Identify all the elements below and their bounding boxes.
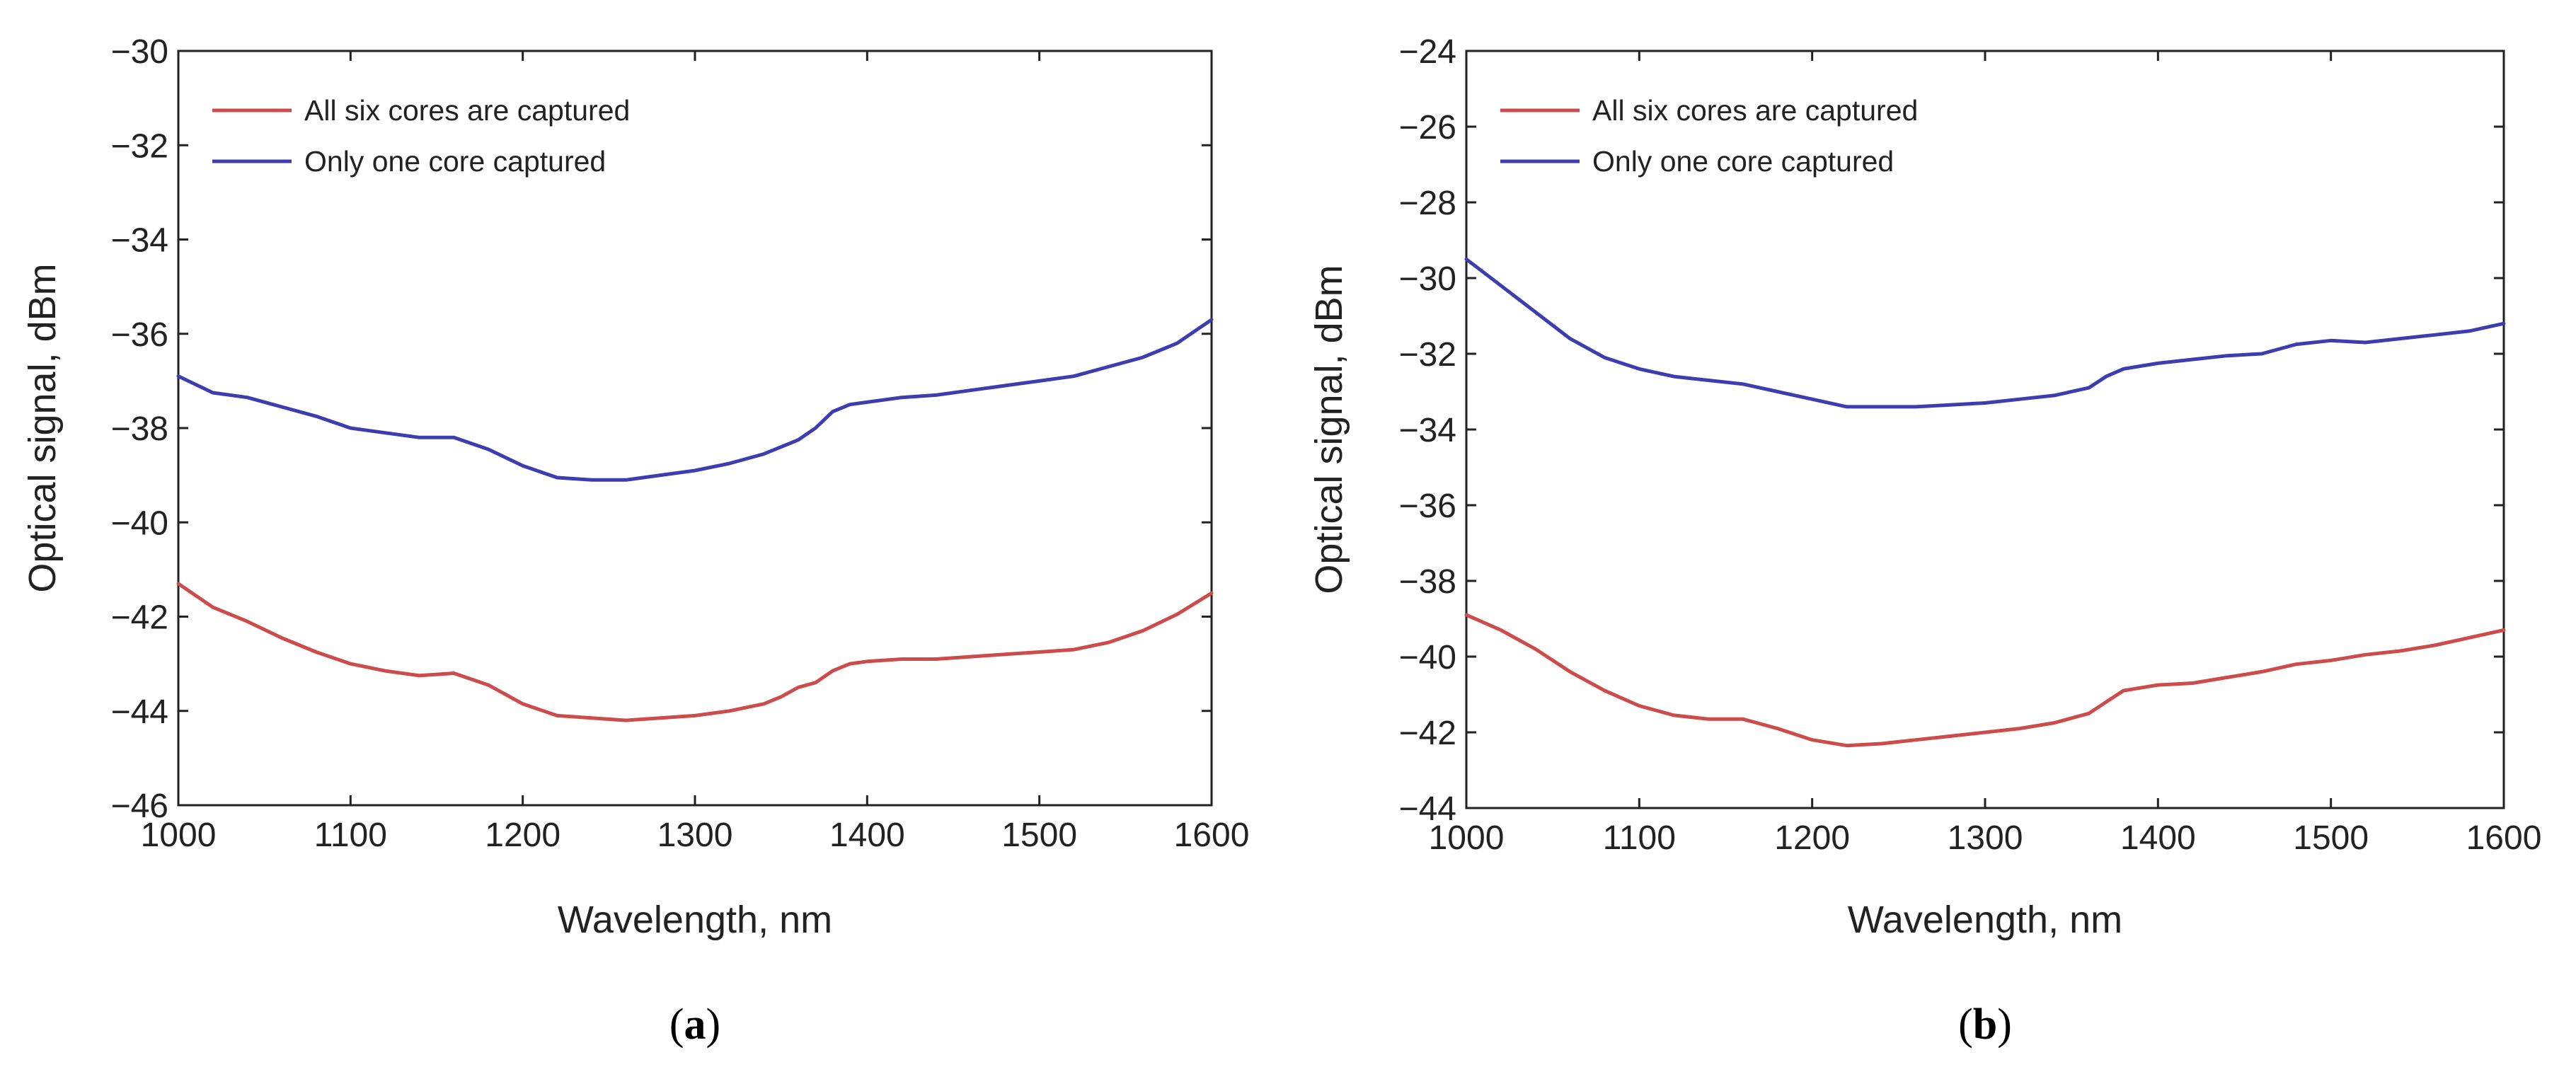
y-tick-label: −34 [111,222,168,260]
y-tick-label: −38 [111,410,168,448]
y-tick-label: −46 [111,788,168,825]
y-tick-label: −40 [111,504,168,542]
x-tick-label: 1000 [141,817,217,854]
panel-label: (a) [669,1000,720,1049]
legend-label-all-six-cores: All six cores are captured [304,94,630,127]
y-tick-label: −36 [111,316,168,354]
x-axis-label: Wavelength, nm [1848,899,2122,941]
x-tick-label: 1100 [1603,819,1676,857]
series-line-one-core [1464,257,2506,409]
panel-label: (b) [1958,1000,2012,1049]
y-tick-label: −36 [1399,488,1456,525]
x-tick-label: 1100 [314,817,387,854]
series-line-all-six-cores [1464,613,2506,748]
y-tick-label: −34 [1399,412,1456,449]
chart-b: 1000 1100 1200 1300 1400 1500 1600 −44 −42 −40 −38… [1308,33,2542,1049]
x-tick-label: 1200 [1774,819,1850,857]
x-axis-label: Wavelength, nm [558,899,832,941]
y-tick-label: −42 [111,599,168,637]
panel-letter: b [1973,1000,1997,1049]
y-tick-label: −28 [1399,185,1456,222]
y-tick-label: −30 [111,33,168,71]
x-tick-label: 1200 [485,817,560,854]
y-tick-label: −44 [111,693,168,731]
series-line-one-core [176,318,1214,482]
y-tick-label: −26 [1399,109,1456,146]
x-tick-label: 1500 [2293,819,2369,857]
panel-letter: a [684,1000,706,1049]
legend-label-one-core: Only one core captured [1592,145,1894,178]
legend-label-one-core: Only one core captured [304,145,606,178]
legend-label-all-six-cores: All six cores are captured [1592,94,1918,127]
y-axis-label: Optical signal, dBm [1308,265,1350,594]
x-tick-label: 1500 [1001,817,1077,854]
x-tick-label: 1400 [829,817,905,854]
y-tick-label: −38 [1399,563,1456,601]
y-tick-label: −40 [1399,639,1456,676]
series-line-all-six-cores [176,582,1214,722]
x-tick-label: 1300 [657,817,733,854]
x-tick-label: 1400 [2120,819,2196,857]
chart-a: 1000 1100 1200 1300 1400 1500 1600 −46 −44 −42 −40… [21,33,1250,1049]
y-tick-label: −32 [111,127,168,165]
y-axis-label: Optical signal, dBm [21,263,64,592]
y-tick-label: −42 [1399,715,1456,752]
x-tick-label: 1600 [2466,819,2542,857]
y-tick-label: −24 [1399,33,1456,71]
x-tick-label: 1000 [1429,819,1505,857]
y-tick-label: −30 [1399,260,1456,298]
y-tick-label: −32 [1399,336,1456,374]
x-tick-label: 1600 [1174,817,1250,854]
x-tick-label: 1300 [1948,819,2023,857]
y-tick-label: −44 [1399,790,1456,828]
